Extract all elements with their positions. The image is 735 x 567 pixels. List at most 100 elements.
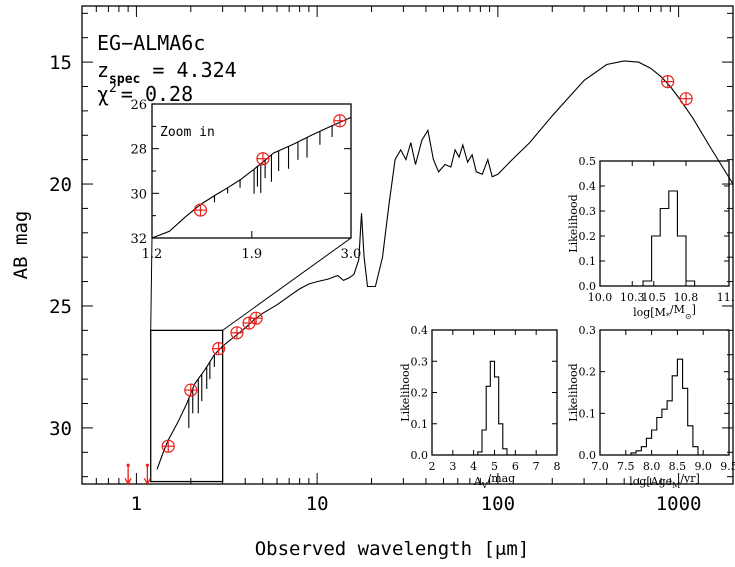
zoom-y-tick-label: 26 [130, 98, 147, 113]
photometry-point [162, 440, 174, 452]
histogram-bin [641, 447, 646, 455]
zoom-photometry-point [257, 153, 269, 165]
histogram-y-axis-label: Likelihood [567, 194, 580, 252]
histogram-y-tick-label: 0.1 [579, 407, 597, 420]
main-y-tick-label: 20 [49, 174, 72, 196]
main-y-axis-label: AB mag [10, 211, 32, 280]
histogram-x-tick-label: 11.2 [717, 291, 735, 304]
histogram-x-tick-label: 7.5 [617, 460, 635, 473]
histogram-x-axis-label: log[M*/M⊙] [633, 303, 696, 321]
histogram-bin [669, 191, 678, 286]
histogram-bin [495, 377, 499, 455]
histogram-y-tick-label: 0.2 [411, 387, 429, 400]
zoom-inset-title: Zoom in [160, 125, 215, 140]
zoom-indicator [151, 238, 351, 482]
histogram-bin [482, 430, 486, 455]
main-y-tick-labels: 15 20 25 30 [49, 52, 72, 440]
histogram-x-axis-label-part: M [672, 481, 680, 490]
histogram-bin [686, 281, 695, 286]
histogram-y-tick-label: 0.2 [579, 366, 597, 379]
zoom-inset-panel: 26 28 30 321.2 1.9 3.0 Zoom in [130, 98, 361, 262]
main-x-tick-label: 1000 [656, 493, 702, 515]
histogram-bin [652, 430, 657, 455]
histogram-bin [657, 418, 662, 456]
histogram-x-tick-label: 7 [533, 460, 540, 473]
histogram-x-axis-label-part: ] [692, 303, 696, 316]
histogram-x-axis-label-part: ⊙ [685, 312, 692, 321]
histogram-bin [652, 236, 661, 286]
main-y-tick-label: 30 [49, 418, 72, 440]
histogram-step-line [643, 191, 695, 286]
histogram-step-line [631, 359, 698, 455]
upper-limit-arrow [144, 464, 150, 485]
histogram-x-tick-label: 2 [429, 460, 436, 473]
zoom-y-tick-label: 32 [130, 232, 147, 247]
histogram-bin [660, 209, 669, 287]
histogram-bin [672, 376, 677, 455]
stellar-mass-histogram: 0.0 0.1 0.2 0.3 0.4 0.5 10.0 10.310.5 10.8 11.2 Li… [567, 155, 735, 321]
histogram-x-axis-label-part: /mag [487, 472, 515, 485]
photometry-point [662, 76, 674, 88]
histogram-bin [643, 281, 652, 286]
histogram-x-tick-label: 3 [449, 460, 456, 473]
histogram-y-tick-label: 0.4 [411, 324, 429, 337]
histogram-x-tick-label: 9.5 [720, 460, 735, 473]
histogram-bin [693, 447, 698, 455]
zoom-photometry-point [334, 115, 346, 127]
histogram-y-axis-label: Likelihood [567, 363, 580, 421]
histogram-bin [646, 438, 651, 455]
histogram-x-axis-label-part: log[Age [629, 475, 672, 488]
histogram-y-tick-label: 0.3 [579, 205, 597, 218]
extinction-histogram: 0.00.10.20.30.42 3 4 5 6 7 8LikelihoodAV/mag [399, 324, 561, 490]
histogram-step-line [478, 361, 507, 455]
histogram-bin [499, 424, 503, 455]
histogram-x-axis-label: AV/mag [473, 472, 515, 490]
photometry-point [231, 327, 243, 339]
histogram-bin [667, 401, 672, 455]
zoom-x-tick-label: 1.2 [142, 247, 163, 262]
histogram-bin [677, 236, 686, 286]
main-x-tick-label: 1 [131, 493, 142, 515]
upper-limit-arrows [125, 464, 150, 485]
histogram-x-tick-label: 10.0 [588, 291, 613, 304]
histogram-x-axis-label: log[AgeM/yr] [629, 472, 700, 490]
zoom-x-tick-label: 1.9 [241, 247, 262, 262]
main-x-tick-label: 10 [306, 493, 329, 515]
zoom-region-box [151, 330, 223, 481]
histogram-y-axis-label: Likelihood [399, 363, 412, 421]
photometry-point [250, 312, 262, 324]
histogram-frame [600, 330, 729, 455]
photometry-point [185, 384, 197, 396]
histogram-x-tick-label: 10.5 [642, 291, 667, 304]
photometry-point [213, 343, 225, 355]
zoom-photometry-point [194, 204, 206, 216]
histogram-x-tick-label: 7.0 [591, 460, 609, 473]
histogram-y-tick-label: 0.3 [411, 355, 429, 368]
upper-limit-arrow [125, 464, 131, 485]
histogram-y-tick-label: 0.5 [579, 155, 597, 168]
histogram-y-tick-label: 0.4 [579, 180, 597, 193]
histogram-bin [683, 388, 688, 455]
histogram-x-axis-label-part: log[M [633, 306, 666, 319]
histogram-x-tick-label: 8.0 [643, 460, 661, 473]
main-x-axis-label: Observed wavelength [μm] [255, 538, 530, 560]
histogram-bin [486, 386, 490, 455]
histogram-y-tick-label: 0.1 [579, 255, 597, 268]
histogram-y-tick-label: 0.2 [579, 230, 597, 243]
histogram-x-axis-label-part: /yr] [680, 472, 699, 485]
histogram-x-axis-label-part: /M [670, 303, 685, 316]
object-name: EG−ALMA6c [97, 31, 205, 55]
histogram-bin [688, 426, 693, 455]
histogram-x-tick-label: 4 [470, 460, 477, 473]
zoom-y-tick-label: 28 [130, 143, 147, 158]
histogram-frame [600, 161, 729, 286]
histogram-frame [432, 330, 557, 455]
histogram-bin [503, 449, 507, 455]
histogram-y-tick-label: 0.0 [411, 449, 429, 462]
age-histogram: 0.0 0.1 0.2 0.3 7.0 7.5 8.0 8.5 9.0 9.5 Likelihood… [567, 324, 735, 490]
main-y-tick-label: 15 [49, 52, 72, 74]
sed-absorption-features [189, 355, 215, 428]
histogram-y-tick-label: 0.3 [579, 324, 597, 337]
main-y-tick-label: 25 [49, 296, 72, 318]
